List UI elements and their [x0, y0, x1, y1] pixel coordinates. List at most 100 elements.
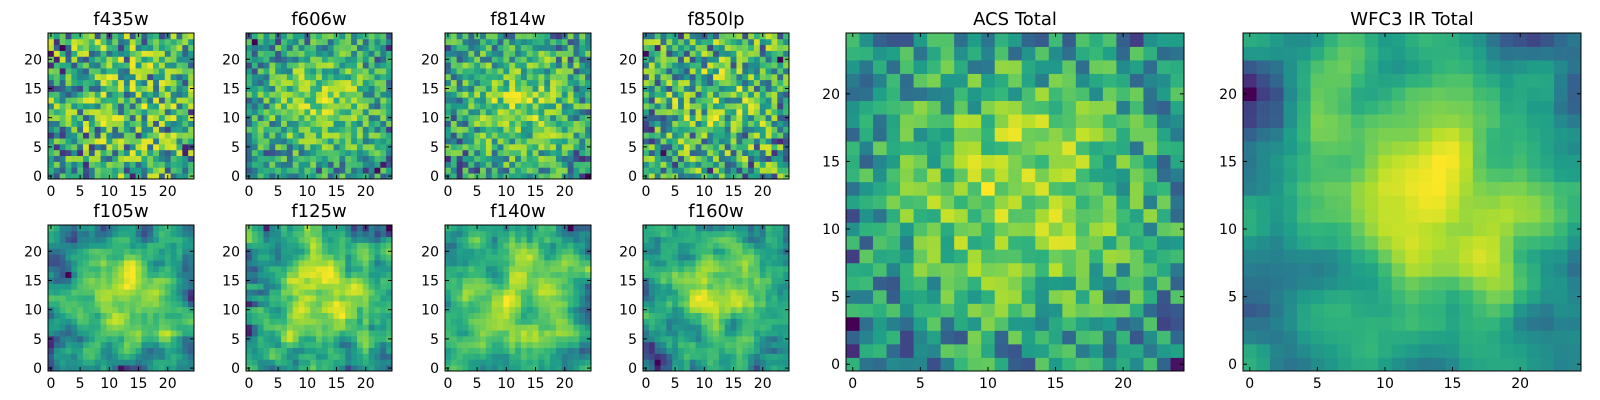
heatmap-cell — [48, 260, 55, 267]
heatmap-cell — [759, 335, 767, 343]
heatmap-cell — [88, 44, 96, 51]
heatmap-cell — [362, 38, 370, 46]
heatmap-cell — [298, 103, 305, 110]
heatmap-cell — [339, 365, 346, 372]
heatmap-cell — [672, 68, 679, 75]
heatmap-cell — [450, 108, 458, 116]
heatmap-cell — [351, 359, 358, 366]
heatmap-cell — [333, 312, 340, 319]
heatmap-cell — [707, 79, 714, 86]
heatmap-cell — [689, 108, 696, 116]
heatmap-cell — [654, 33, 661, 40]
heatmap-cell — [526, 149, 533, 157]
heatmap-cell — [83, 289, 90, 296]
heatmap-cell — [374, 161, 381, 168]
heatmap-cell — [509, 335, 516, 343]
heatmap-cell — [123, 108, 131, 116]
heatmap-cell — [573, 167, 580, 174]
heatmap-cell — [724, 283, 731, 290]
heatmap-cell — [182, 138, 189, 145]
heatmap-cell — [83, 359, 90, 366]
heatmap-cell — [485, 347, 493, 354]
heatmap-cell — [123, 230, 131, 238]
heatmap-cell — [292, 300, 299, 308]
heatmap-cell — [88, 289, 96, 296]
heatmap-cell — [188, 155, 195, 162]
heatmap-cell — [257, 108, 264, 116]
heatmap-cell — [480, 295, 487, 302]
y-tick-label: 5 — [628, 140, 637, 156]
heatmap-cell — [351, 149, 358, 157]
heatmap-cell — [182, 271, 189, 278]
heatmap-cell — [462, 173, 469, 180]
heatmap-cell — [71, 44, 78, 51]
heatmap-cell — [263, 248, 270, 255]
heatmap-cell — [474, 161, 481, 168]
heatmap-cell — [538, 225, 545, 232]
heatmap-cell — [135, 68, 142, 75]
heatmap-cell — [286, 167, 294, 174]
heatmap-cell — [286, 161, 294, 168]
heatmap-cell — [77, 85, 84, 92]
heatmap-cell — [100, 318, 107, 325]
heatmap-cell — [585, 312, 592, 319]
heatmap-cell — [520, 68, 528, 75]
heatmap-cell — [316, 289, 323, 296]
heatmap-cell — [765, 143, 772, 151]
heatmap-cell — [538, 155, 545, 162]
heatmap-cell — [123, 132, 131, 139]
heatmap-cell — [304, 300, 311, 308]
heatmap-cell — [275, 62, 282, 69]
heatmap-cell — [771, 120, 778, 127]
heatmap-cell — [182, 114, 189, 121]
heatmap-cell — [648, 108, 656, 116]
heatmap-cell — [573, 85, 580, 92]
heatmap-cell — [112, 91, 119, 98]
heatmap-cell — [71, 97, 78, 104]
heatmap-cell — [188, 225, 195, 232]
heatmap-cell — [759, 149, 767, 157]
heatmap-cell — [474, 271, 481, 278]
heatmap-cell — [730, 103, 737, 110]
heatmap-cell — [77, 114, 84, 121]
heatmap-cell — [176, 62, 183, 69]
heatmap-cell — [71, 359, 78, 366]
heatmap-cell — [509, 265, 516, 273]
heatmap-cell — [701, 306, 708, 313]
heatmap-cell — [660, 365, 667, 372]
heatmap-cell — [246, 283, 253, 290]
heatmap-cell — [555, 33, 563, 40]
heatmap-cell — [269, 248, 276, 255]
heatmap-cell — [48, 271, 55, 278]
heatmap-cell — [509, 260, 516, 267]
heatmap-cell — [532, 50, 539, 57]
heatmap-cell — [327, 44, 334, 51]
heatmap-cell — [316, 254, 323, 261]
heatmap-cell — [497, 173, 504, 180]
heatmap-cell — [356, 126, 364, 133]
y-tick-label: 20 — [222, 244, 240, 260]
heatmap-cell — [182, 248, 189, 255]
x-tick-label: 5 — [274, 184, 283, 200]
heatmap-cell — [129, 312, 136, 319]
heatmap-cell — [550, 73, 557, 81]
heatmap-cell — [65, 324, 72, 331]
heatmap-cell — [123, 103, 131, 110]
heatmap-cell — [164, 38, 172, 46]
heatmap-cell — [777, 56, 784, 63]
heatmap-cell — [356, 50, 364, 57]
heatmap-cell — [526, 56, 533, 63]
heatmap-cell — [386, 236, 393, 243]
heatmap-cell — [118, 271, 125, 278]
heatmap-cell — [251, 62, 259, 69]
heatmap-cell — [374, 138, 381, 145]
heatmap-cell — [275, 108, 282, 116]
heatmap-cell — [164, 312, 172, 319]
heatmap-cell — [362, 167, 370, 174]
heatmap-cell — [83, 236, 90, 243]
heatmap-cell — [345, 73, 352, 81]
heatmap-cell — [123, 353, 131, 360]
heatmap-cell — [286, 306, 294, 313]
heatmap-cell — [654, 306, 661, 313]
heatmap-cell — [327, 149, 334, 157]
